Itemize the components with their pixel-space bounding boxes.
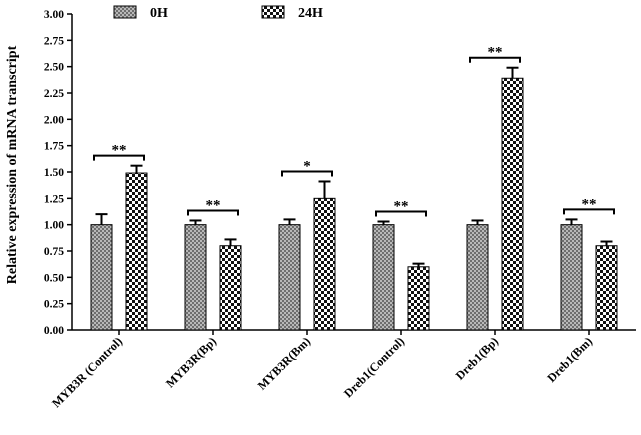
y-tick-label: 0.75 — [44, 246, 64, 258]
x-tick-label: MYB3R(Bm) — [255, 334, 313, 392]
bar-24h — [407, 266, 430, 331]
y-tick-label: 3.00 — [44, 9, 64, 21]
significance-label: ** — [488, 45, 503, 61]
bar-0h — [372, 224, 395, 331]
significance-group: *********** — [93, 45, 615, 217]
y-tick-label: 2.50 — [44, 62, 64, 74]
y-tick-label: 0.25 — [44, 299, 64, 311]
bar-0h — [90, 224, 113, 331]
significance-bracket — [563, 208, 615, 215]
significance-bracket — [187, 209, 239, 216]
bar-24h — [595, 245, 618, 331]
bars-group — [90, 66, 618, 331]
y-tick-label: 2.75 — [44, 35, 64, 47]
x-tick-label: Dreb1(Control) — [341, 334, 407, 400]
bar-24h — [501, 77, 524, 331]
y-tick-label: 0.00 — [44, 325, 64, 337]
significance-bracket — [469, 56, 521, 63]
bar-0h — [466, 224, 489, 331]
y-axis: 0.00 0.25 0.50 0.75 1.00 1.25 1.50 1.75 2.00 2.25… — [44, 9, 73, 337]
x-axis: MYB3R (Control) MYB3R(Bp) MYB3R(Bm) Dreb1(C… — [49, 329, 636, 410]
y-tick-label: 2.25 — [44, 88, 64, 100]
bar-24h — [313, 197, 336, 331]
bar-0h — [278, 224, 301, 331]
x-tick-label: Dreb1(Bp) — [453, 334, 501, 382]
bar-24h — [125, 172, 148, 331]
significance-bracket — [375, 210, 427, 217]
y-axis-label: Relative expression of mRNA transcript — [5, 45, 20, 284]
y-tick-label: 0.50 — [44, 272, 64, 284]
x-tick-label: Dreb1(Bm) — [544, 334, 595, 385]
y-tick-label: 1.00 — [44, 220, 64, 232]
significance-label: ** — [206, 197, 221, 213]
bar-0h — [560, 224, 583, 331]
bar-0h — [184, 224, 207, 331]
y-tick-label: 1.50 — [44, 167, 64, 179]
legend-swatch-24h — [261, 5, 285, 19]
legend-label-24h: 24H — [298, 6, 323, 21]
significance-label: ** — [394, 199, 409, 215]
y-tick-label: 1.75 — [44, 141, 64, 153]
legend-label-0h: 0H — [150, 6, 168, 21]
x-tick-label: MYB3R(Bp) — [163, 334, 219, 390]
significance-label: * — [303, 158, 311, 174]
legend-swatch-0h — [113, 5, 137, 19]
significance-bracket — [281, 170, 333, 177]
bar-24h — [219, 245, 242, 331]
significance-label: ** — [582, 196, 597, 212]
y-tick-label: 2.00 — [44, 114, 64, 126]
significance-label: ** — [112, 143, 127, 159]
y-tick-label: 1.25 — [44, 193, 64, 205]
legend: 0H 24H — [113, 5, 323, 21]
significance-bracket — [93, 154, 145, 161]
x-tick-label: MYB3R (Control) — [49, 334, 125, 410]
